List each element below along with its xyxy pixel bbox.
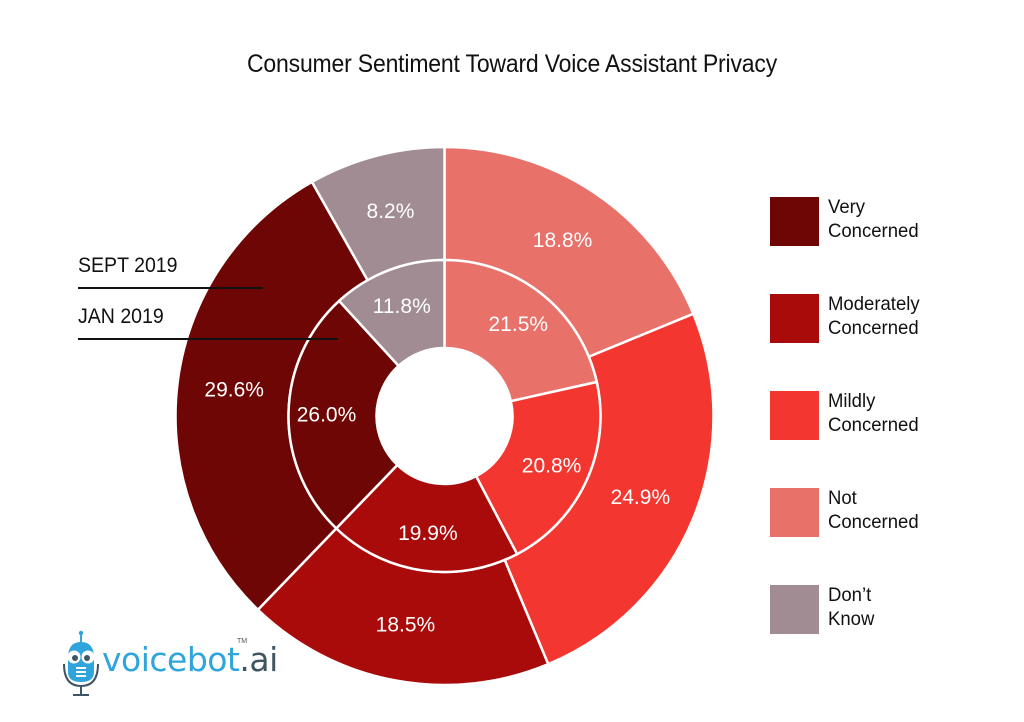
data-label-outer-not-concerned: 18.8%	[533, 229, 593, 252]
legend-item-very-concerned: Very Concerned	[770, 195, 978, 247]
inner-ring-jan-2019	[287, 258, 602, 574]
data-label-outer-moderately-concerned: 18.5%	[376, 613, 436, 636]
legend-label-line2: Concerned	[828, 317, 919, 339]
legend-label-line2: Concerned	[828, 220, 919, 242]
legend-label-line2: Know	[828, 608, 875, 630]
data-label-outer-mildly-concerned: 24.9%	[611, 486, 671, 509]
data-label-inner-moderately-concerned: 19.9%	[398, 522, 458, 545]
ring-label-jan-2019: JAN 2019	[78, 305, 164, 328]
logo-wordmark: voicebot	[102, 640, 240, 679]
chart-title: Consumer Sentiment Toward Voice Assistan…	[246, 50, 778, 78]
legend-label-line1: Don’t	[828, 584, 872, 606]
ring-label-sept-2019: SEPT 2019	[78, 254, 178, 277]
ring-leader-line-sept-2019	[78, 287, 263, 289]
legend-label-line1: Not	[828, 487, 857, 509]
legend-label-line1: Very	[828, 196, 866, 218]
legend-item-not-concerned: Not Concerned	[770, 486, 978, 538]
legend-swatch	[770, 294, 819, 343]
ring-leader-line-jan-2019	[78, 338, 338, 340]
data-label-inner-don-t-know: 11.8%	[373, 295, 431, 318]
legend-label-line1: Mildly	[828, 390, 876, 412]
legend-swatch	[770, 391, 819, 440]
data-label-inner-not-concerned: 21.5%	[489, 313, 549, 336]
legend-swatch	[770, 585, 819, 634]
legend-item-dont-know: Don’t Know	[770, 583, 978, 635]
legend-label-line2: Concerned	[828, 414, 919, 436]
donut-hole	[376, 348, 513, 484]
data-label-outer-very-concerned: 29.6%	[204, 378, 264, 401]
slice-labels: 18.8% 24.9% 18.5% 29.6% 8.2% 21.5% 20.8% 19.9% 2…	[204, 200, 670, 636]
legend-swatch	[770, 197, 819, 246]
logo-suffix: .ai	[239, 640, 278, 679]
trademark-mark: TM	[237, 638, 248, 645]
data-label-outer-don-t-know: 8.2%	[367, 200, 415, 223]
legend-label-line1: Moderately	[828, 293, 920, 315]
legend-swatch	[770, 488, 819, 537]
legend-item-mildly-concerned: Mildly Concerned	[770, 389, 978, 441]
legend-label-line2: Concerned	[828, 511, 919, 533]
data-label-inner-very-concerned: 26.0%	[297, 404, 357, 427]
data-label-inner-mildly-concerned: 20.8%	[522, 455, 582, 478]
voicebot-logo: voicebot.ai TM	[60, 630, 278, 700]
legend-item-moderately-concerned: Moderately Concerned	[770, 292, 978, 344]
robot-mascot-icon	[63, 630, 99, 696]
